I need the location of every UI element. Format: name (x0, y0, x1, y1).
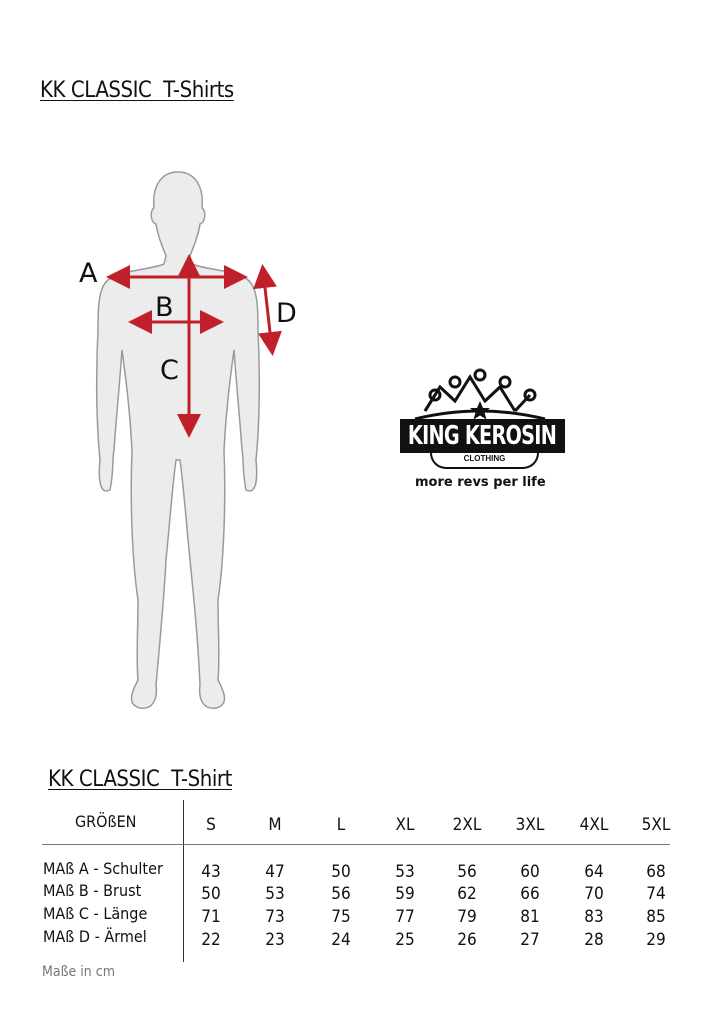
table-cell: 28 (584, 930, 604, 950)
logo-brand-bar (400, 419, 565, 453)
table-cell: 23 (265, 930, 285, 950)
king-kerosin-logo: KING KEROSIN CLOTHING more revs per life (395, 365, 570, 495)
table-cell: 59 (395, 884, 415, 904)
size-header-xl: XL (395, 815, 415, 835)
table-cell: 56 (457, 862, 477, 882)
label-a: A (79, 258, 98, 289)
table-cell: 60 (520, 862, 540, 882)
label-c: C (160, 355, 179, 386)
table-cell: 66 (520, 884, 540, 904)
table-cell: 71 (201, 907, 221, 927)
row-label: MAß D - Ärmel (43, 927, 147, 946)
table-cell: 24 (331, 930, 351, 950)
size-header-m: M (268, 815, 282, 835)
table-cell: 26 (457, 930, 477, 950)
size-header-4xl: 4XL (579, 815, 609, 835)
size-header-l: L (336, 815, 346, 835)
crown-icon (414, 368, 546, 421)
page-title: KK CLASSIC T-Shirts (40, 78, 234, 103)
table-cell: 75 (331, 907, 351, 927)
units-note: Maße in cm (42, 964, 115, 980)
table-cell: 56 (331, 884, 351, 904)
table-cell: 43 (201, 862, 221, 882)
row-label: MAß B - Brust (43, 881, 142, 900)
size-header-s: S (206, 815, 216, 835)
table-cell: 62 (457, 884, 477, 904)
body-silhouette (95, 171, 261, 709)
size-header-3xl: 3XL (515, 815, 545, 835)
table-cell: 85 (646, 907, 666, 927)
table-cell: 22 (201, 930, 221, 950)
column-divider (183, 800, 184, 962)
logo-sub-text: CLOTHING (430, 453, 539, 469)
size-header-5xl: 5XL (641, 815, 671, 835)
table-cell: 29 (646, 930, 666, 950)
sizes-header-label: GRÖßEN (75, 812, 137, 831)
table-cell: 53 (395, 862, 415, 882)
table-cell: 73 (265, 907, 285, 927)
table-cell: 47 (265, 862, 285, 882)
table-cell: 50 (201, 884, 221, 904)
header-divider (42, 844, 670, 845)
table-cell: 25 (395, 930, 415, 950)
table-cell: 70 (584, 884, 604, 904)
table-cell: 53 (265, 884, 285, 904)
table-title: KK CLASSIC T-Shirt (48, 767, 232, 792)
arrow-d (253, 264, 282, 356)
table-cell: 64 (584, 862, 604, 882)
label-d: D (276, 298, 297, 329)
row-label: MAß A - Schulter (43, 859, 163, 878)
row-label: MAß C - Länge (43, 904, 148, 923)
body-diagram (95, 171, 282, 709)
table-cell: 74 (646, 884, 666, 904)
table-cell: 50 (331, 862, 351, 882)
table-cell: 27 (520, 930, 540, 950)
table-cell: 81 (520, 907, 540, 927)
table-cell: 79 (457, 907, 477, 927)
size-header-2xl: 2XL (452, 815, 482, 835)
table-cell: 83 (584, 907, 604, 927)
label-b: B (155, 292, 174, 323)
table-cell: 68 (646, 862, 666, 882)
logo-tagline: more revs per life (415, 475, 546, 490)
table-cell: 77 (395, 907, 415, 927)
logo-brand-text: KING KEROSIN (407, 421, 557, 451)
